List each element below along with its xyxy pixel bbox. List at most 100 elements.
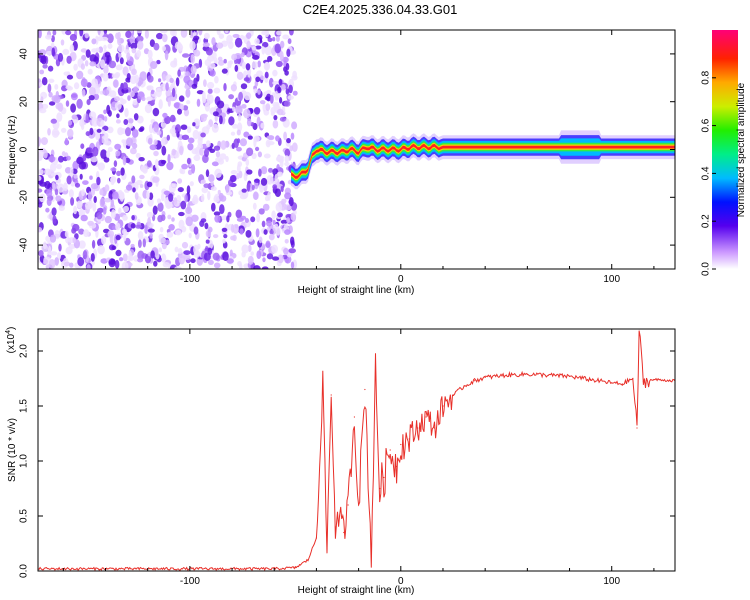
spectrogram-noise-cell: [239, 228, 244, 235]
spectrogram-noise-cell: [279, 97, 283, 104]
spectrogram-noise-cell: [262, 41, 269, 48]
spectrogram-noise-cell: [133, 86, 139, 93]
spectrogram-noise-cell: [257, 89, 261, 95]
spectrogram-noise-cell: [233, 138, 239, 148]
spectrogram-noise-cell: [58, 205, 65, 211]
spectrogram-noise-cell: [128, 250, 132, 261]
spectrogram-noise-cell: [131, 129, 139, 138]
spectrogram-y-axis-label: Frequency (Hz): [7, 116, 18, 185]
spectrogram-noise-cell: [288, 84, 293, 94]
colorbar-gradient: [712, 30, 738, 269]
snr-y-tick-label: 2.0: [19, 344, 30, 358]
spectrogram-noise-cell: [240, 215, 247, 220]
snr-data-point: [307, 559, 309, 561]
snr-data-point: [294, 567, 296, 569]
spectrogram-noise-cell: [90, 253, 95, 262]
spectrogram-noise-cell: [276, 108, 284, 116]
spectrogram-noise-cell: [100, 258, 108, 264]
snr-data-point: [379, 487, 381, 490]
spectrogram-noise-cell: [70, 92, 78, 101]
spectrogram-noise-cell: [130, 147, 137, 155]
spectrogram-noise-cell: [246, 182, 251, 192]
spectrogram-noise-cell: [139, 126, 145, 132]
spectrogram-noise-cell: [115, 119, 121, 124]
spectrogram-noise-cell: [131, 175, 136, 184]
spectrogram-noise-cell: [190, 65, 197, 74]
spectrogram-noise-cell: [171, 148, 176, 156]
spectrogram-x-axis-label: Height of straight line (km): [298, 285, 415, 296]
spectrogram-noise-cell: [116, 113, 120, 119]
spectrogram-noise-cell: [183, 108, 190, 117]
spectrogram-noise-cell: [73, 63, 78, 71]
snr-data-point: [590, 379, 592, 381]
spectrogram-noise-cell: [159, 226, 164, 233]
spectrogram-noise-cell: [104, 197, 112, 203]
snr-y-tick-label: 0.5: [19, 509, 30, 523]
spectrogram-noise-cell: [204, 148, 209, 158]
spectrogram-noise-cell: [122, 228, 127, 235]
snr-data-point: [505, 374, 507, 376]
spectrogram-noise-cell: [102, 89, 110, 96]
spectrogram-noise-cell: [210, 180, 214, 187]
spectrogram-noise-cell: [71, 114, 78, 120]
spectrogram-noise-cell: [261, 46, 266, 55]
snr-data-point: [526, 373, 529, 375]
spectrogram-noise-cell: [69, 33, 77, 42]
spectrogram-noise-cell: [226, 258, 234, 264]
spectrogram-noise-cell: [235, 105, 243, 115]
spectrogram-noise-cell: [80, 122, 85, 130]
spectrogram-noise-cell: [150, 250, 155, 259]
spectrogram-noise-cell: [241, 104, 247, 109]
spectrogram-noise-cell: [183, 254, 191, 260]
spectrogram-noise-cell: [221, 227, 228, 232]
spectrogram-noise-cell: [42, 64, 48, 69]
spectrogram-noise-cell: [173, 57, 178, 66]
spectrogram-noise-cell: [253, 135, 260, 143]
spectrogram-noise-cell: [196, 90, 204, 95]
spectrogram-noise-cell: [102, 72, 109, 82]
spectrogram-noise-cell: [200, 132, 206, 138]
spectrogram-noise-cell: [73, 205, 78, 215]
spectrogram-noise-cell: [213, 145, 221, 151]
spectrogram-noise-cell: [166, 161, 174, 171]
spectrogram-noise-cell: [43, 259, 48, 265]
spectrogram-noise-cell: [84, 32, 90, 39]
spectrogram-noise-cell: [115, 150, 121, 157]
spectrogram-noise-cell: [152, 176, 160, 183]
spectrogram-noise-cell: [103, 109, 107, 115]
spectrogram-noise-cell: [268, 167, 273, 173]
spectrogram-noise-cell: [232, 106, 236, 112]
spectrogram-noise-cell: [166, 134, 170, 141]
spectrogram-noise-cell: [255, 228, 260, 238]
snr-data-point: [334, 526, 336, 528]
spectrogram-noise-cell: [65, 30, 72, 36]
spectrogram-noise-cell: [187, 202, 191, 213]
spectrogram-noise-cell: [246, 118, 252, 127]
spectrogram-noise-cell: [38, 169, 44, 175]
spectrogram-noise-cell: [253, 191, 259, 200]
spectrogram-noise-cell: [251, 46, 257, 51]
spectrogram-noise-cell: [271, 244, 278, 254]
spectrogram-noise-cell: [268, 233, 275, 241]
spectrogram-noise-cell: [38, 137, 41, 147]
spectrogram-noise-cell: [174, 246, 179, 253]
spectrogram-noise-cell: [107, 147, 113, 152]
spectrogram-noise-cell: [178, 211, 185, 217]
spectrogram-noise-cell: [214, 114, 218, 122]
spectrogram-noise-cell: [277, 212, 283, 218]
snr-y-multiplier-exponent: 4: [5, 330, 12, 334]
spectrogram-noise-cell: [157, 202, 164, 212]
spectrogram-noise-cell: [107, 33, 114, 44]
spectrogram-noise-cell: [91, 239, 96, 249]
spectrogram-noise-cell: [101, 235, 107, 245]
spectrogram-noise-cell: [232, 33, 240, 38]
spectrogram-noise-cell: [282, 34, 290, 40]
spectrogram-noise-cell: [191, 83, 198, 89]
spectrogram-noise-cell: [200, 218, 207, 223]
spectrogram-noise-cell: [89, 61, 97, 67]
spectrogram-noise-cell: [212, 252, 220, 261]
spectrogram-noise-cell: [73, 82, 80, 90]
spectrogram-noise-cell: [255, 76, 261, 83]
spectrogram-y-tick-label: 20: [19, 96, 30, 108]
